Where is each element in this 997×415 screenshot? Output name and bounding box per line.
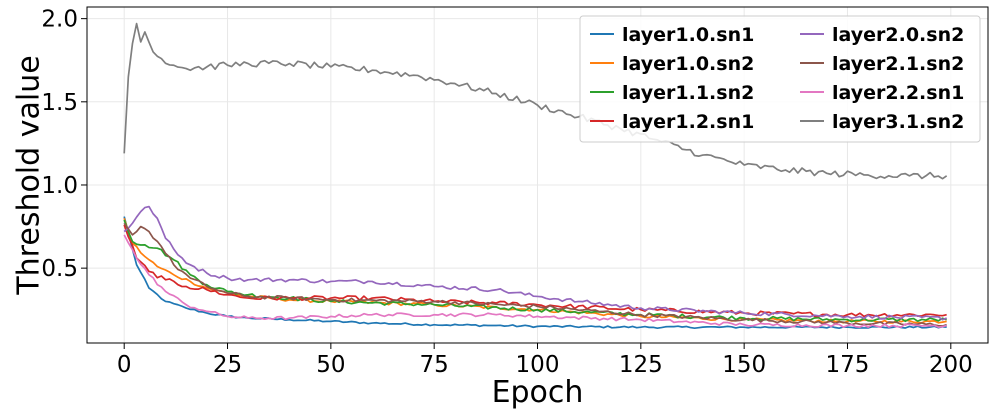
legend-label: layer2.2.sn1 (832, 82, 964, 104)
legend-item: layer1.0.sn1 (590, 24, 754, 46)
x-tick-label: 75 (420, 352, 449, 378)
legend-label: layer3.1.sn2 (832, 111, 964, 133)
y-tick-label: 1.0 (41, 173, 78, 199)
x-tick-label: 0 (117, 352, 132, 378)
y-tick-label: 0.5 (41, 256, 78, 282)
x-axis-title: Epoch (492, 375, 584, 410)
legend-item: layer1.1.sn2 (590, 82, 754, 104)
legend: layer1.0.sn1 layer1.0.sn2 layer1.1.sn2 laye… (579, 15, 981, 143)
series-line-layer1.2.sn1 (123, 224, 947, 318)
legend-item: layer1.0.sn2 (590, 53, 754, 75)
x-tick-label: 175 (826, 352, 870, 378)
x-tick-label: 25 (213, 352, 242, 378)
legend-item: layer2.0.sn2 (800, 24, 964, 46)
legend-item: layer2.2.sn1 (800, 82, 964, 104)
y-tick-label: 1.5 (41, 90, 78, 116)
series-line-layer1.0.sn2 (123, 217, 947, 324)
legend-item: layer1.2.sn1 (590, 111, 754, 133)
x-tick-label: 200 (929, 352, 973, 378)
series-line-layer3.1.sn2 (123, 22, 948, 180)
x-tick-label: 125 (619, 352, 663, 378)
x-axis-ticks: 0 25 50 75 100 125 150 175 200 (117, 343, 973, 378)
legend-label: layer1.0.sn1 (622, 24, 754, 46)
y-axis-title: Threshold value (12, 55, 47, 295)
series-lines (123, 22, 948, 330)
legend-item: layer2.1.sn2 (800, 53, 964, 75)
y-tick-label: 2.0 (41, 7, 78, 33)
y-axis-ticks: 0.5 1.0 1.5 2.0 (41, 7, 87, 282)
series-line-layer2.1.sn2 (123, 222, 947, 327)
series-line-layer1.0.sn1 (123, 216, 947, 330)
series-line-layer2.2.sn1 (123, 234, 947, 328)
x-tick-label: 150 (722, 352, 766, 378)
legend-label: layer1.1.sn2 (622, 82, 754, 104)
legend-label: layer1.0.sn2 (622, 53, 754, 75)
legend-label: layer1.2.sn1 (622, 111, 754, 133)
legend-box (579, 15, 981, 143)
legend-label: layer2.0.sn2 (832, 24, 964, 46)
legend-item: layer3.1.sn2 (800, 111, 964, 133)
legend-label: layer2.1.sn2 (832, 53, 964, 75)
x-tick-label: 50 (316, 352, 345, 378)
x-tick-label: 100 (516, 352, 560, 378)
series-line-layer2.0.sn2 (123, 205, 947, 321)
